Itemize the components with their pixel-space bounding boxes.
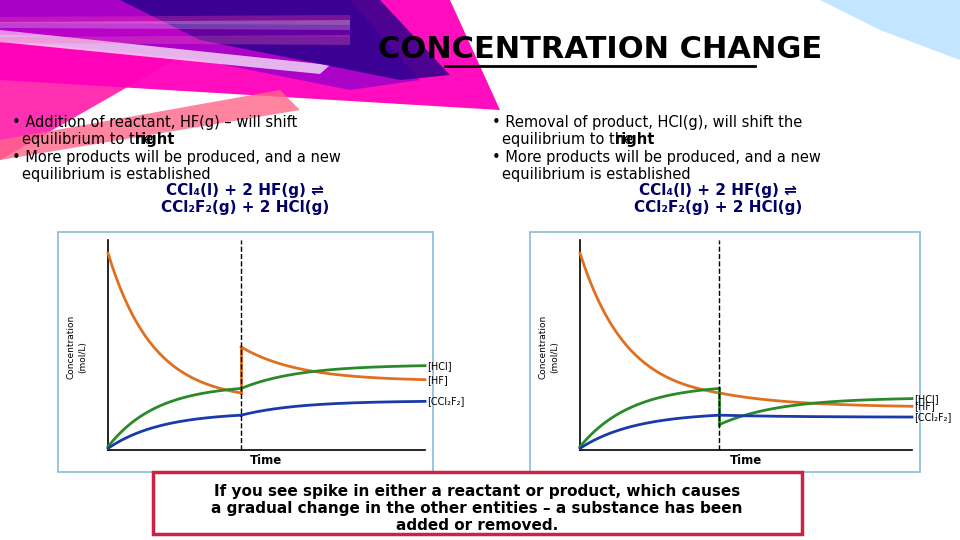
Text: If you see spike in either a reactant or product, which causes: If you see spike in either a reactant or… xyxy=(214,484,740,499)
Text: [HCl]: [HCl] xyxy=(914,394,939,403)
Text: [HF]: [HF] xyxy=(914,401,935,411)
Text: [CCl₂F₂]: [CCl₂F₂] xyxy=(427,396,465,407)
Text: right: right xyxy=(615,132,656,147)
Text: added or removed.: added or removed. xyxy=(396,518,558,533)
Polygon shape xyxy=(0,15,350,25)
Text: • Removal of product, HCl(g), will shift the: • Removal of product, HCl(g), will shift… xyxy=(492,115,803,130)
Text: Concentration: Concentration xyxy=(66,315,76,379)
Text: CONCENTRATION CHANGE: CONCENTRATION CHANGE xyxy=(378,36,822,64)
FancyBboxPatch shape xyxy=(530,232,920,472)
FancyBboxPatch shape xyxy=(153,472,802,534)
Polygon shape xyxy=(0,20,350,30)
Text: equilibrium to the: equilibrium to the xyxy=(502,132,637,147)
Polygon shape xyxy=(0,0,280,160)
Polygon shape xyxy=(820,0,960,60)
Text: (mol/L): (mol/L) xyxy=(550,341,560,373)
Text: [HCl]: [HCl] xyxy=(427,361,451,370)
Polygon shape xyxy=(0,0,500,110)
Polygon shape xyxy=(0,90,300,160)
Text: [CCl₂F₂]: [CCl₂F₂] xyxy=(914,412,951,422)
Text: • More products will be produced, and a new: • More products will be produced, and a … xyxy=(12,150,341,165)
Text: right: right xyxy=(135,132,176,147)
Text: [HF]: [HF] xyxy=(427,375,447,384)
Text: Concentration: Concentration xyxy=(539,315,547,379)
FancyBboxPatch shape xyxy=(58,232,433,472)
Text: Time: Time xyxy=(251,454,282,467)
Text: • Addition of reactant, HF(g) – will shift: • Addition of reactant, HF(g) – will shi… xyxy=(12,115,298,130)
Polygon shape xyxy=(0,27,350,37)
Text: equilibrium to the: equilibrium to the xyxy=(22,132,157,147)
Text: CCl₄(l) + 2 HF(g) ⇌: CCl₄(l) + 2 HF(g) ⇌ xyxy=(166,183,324,198)
Text: equilibrium is established: equilibrium is established xyxy=(502,167,690,182)
Text: CCl₂F₂(g) + 2 HCl(g): CCl₂F₂(g) + 2 HCl(g) xyxy=(634,200,803,215)
Text: • More products will be produced, and a new: • More products will be produced, and a … xyxy=(492,150,821,165)
Polygon shape xyxy=(0,35,350,45)
Polygon shape xyxy=(120,0,450,80)
Text: CCl₄(l) + 2 HF(g) ⇌: CCl₄(l) + 2 HF(g) ⇌ xyxy=(639,183,797,198)
Text: a gradual change in the other entities – a substance has been: a gradual change in the other entities –… xyxy=(211,501,743,516)
Polygon shape xyxy=(0,0,420,90)
Text: CCl₂F₂(g) + 2 HCl(g): CCl₂F₂(g) + 2 HCl(g) xyxy=(161,200,329,215)
Text: Time: Time xyxy=(730,454,762,467)
Polygon shape xyxy=(0,30,330,74)
Text: equilibrium is established: equilibrium is established xyxy=(22,167,210,182)
Text: (mol/L): (mol/L) xyxy=(79,341,87,373)
